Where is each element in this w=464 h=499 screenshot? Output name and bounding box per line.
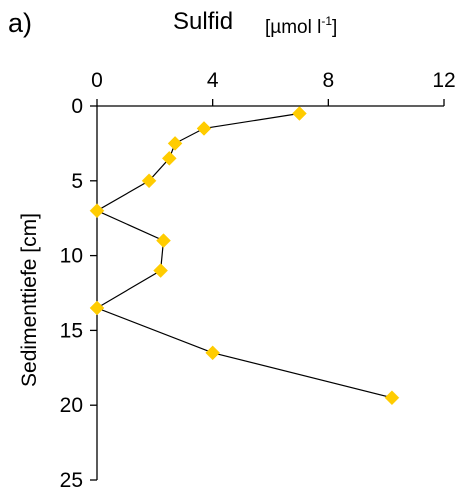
data-point <box>292 106 307 121</box>
panel-label: a) <box>8 8 33 38</box>
x-tick-label: 8 <box>322 69 334 92</box>
data-point <box>205 345 221 361</box>
y-tick-label: 0 <box>71 95 83 118</box>
chart-title: Sulfid <box>173 8 234 35</box>
series-line <box>95 112 393 399</box>
data-point <box>141 173 157 189</box>
x-tick-label: 4 <box>207 69 219 92</box>
y-tick-label: 5 <box>71 170 83 193</box>
data-point <box>167 136 183 151</box>
y-tick-label: 10 <box>60 245 83 268</box>
x-axis-unit-close: ] <box>332 17 338 38</box>
x-axis-unit-label: [µmol l-1] <box>265 14 337 39</box>
data-point <box>161 151 177 166</box>
data-point <box>384 390 400 406</box>
data-series <box>89 106 400 406</box>
x-axis-unit-text: [µmol l <box>265 17 322 38</box>
x-tick-label: 12 <box>432 69 455 92</box>
x-tick-label: 0 <box>91 69 103 92</box>
axes <box>90 99 445 481</box>
y-tick-label: 25 <box>60 469 83 492</box>
y-tick-label: 15 <box>60 319 83 342</box>
x-axis-unit-superscript: -1 <box>321 14 333 28</box>
y-tick-label: 20 <box>60 394 83 417</box>
data-point <box>89 300 105 316</box>
data-point <box>89 203 105 219</box>
data-point <box>196 121 212 136</box>
data-point <box>153 263 168 278</box>
tick-labels: 0 4 8 12 0 5 10 15 20 25 <box>60 69 456 492</box>
data-point <box>156 233 171 248</box>
